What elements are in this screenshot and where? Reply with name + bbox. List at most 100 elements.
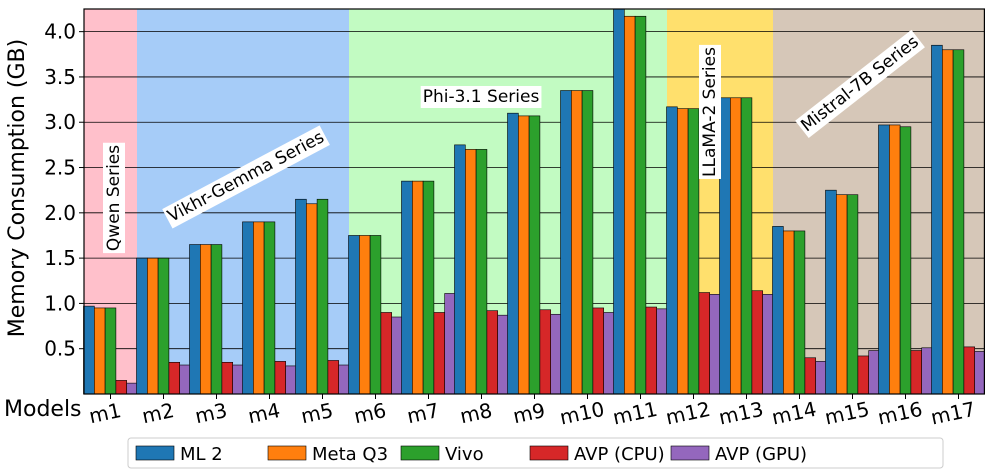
bar-m13-0 <box>719 97 731 395</box>
x-tick-label-16: m17 <box>929 397 978 430</box>
group-label-bg-2 <box>420 86 542 108</box>
bar-m17-1 <box>941 49 954 395</box>
x-tick-label-15: m16 <box>876 397 925 430</box>
bar-m15-4 <box>868 350 880 395</box>
bar-m3-1 <box>200 244 212 395</box>
bar-m14-0 <box>772 226 784 395</box>
y-tick-label-4: 2.5 <box>44 156 76 180</box>
group-label-0: Qwen Series <box>103 142 125 254</box>
x-tick-label-2: m3 <box>193 398 230 428</box>
bar-m10-3 <box>592 307 605 395</box>
bar-m15-2 <box>846 194 859 395</box>
bar-m6-4 <box>391 316 403 395</box>
bar-m6-3 <box>380 312 392 395</box>
bar-m11-1 <box>623 15 636 395</box>
bar-m12-0 <box>666 106 678 395</box>
bar-m9-0 <box>507 112 519 395</box>
bar-m16-2 <box>899 126 912 395</box>
group-label-text-2: Phi-3.1 Series <box>423 87 540 107</box>
bar-m1-3 <box>115 380 128 395</box>
x-tick-label-11: m12 <box>664 397 713 430</box>
bar-m7-2 <box>422 180 435 395</box>
x-tick-label-8: m9 <box>511 398 548 428</box>
bar-m15-0 <box>825 189 837 395</box>
bar-m7-3 <box>433 312 445 395</box>
bar-m3-2 <box>210 244 223 395</box>
bar-m7-1 <box>411 180 424 395</box>
bar-m1-0 <box>83 305 95 395</box>
bar-m3-0 <box>189 244 201 395</box>
group-label-text-0: Qwen Series <box>104 145 124 251</box>
y-tick-label-5: 3.0 <box>44 110 76 134</box>
legend-swatch-1 <box>267 445 307 461</box>
group-label-3: LLaMA-2 Series <box>699 44 721 179</box>
bar-m8-4 <box>497 314 509 395</box>
bar-m17-3 <box>963 346 976 395</box>
bar-m14-4 <box>815 361 827 395</box>
bar-m17-2 <box>952 49 965 395</box>
group-label-text-3: LLaMA-2 Series <box>700 47 720 177</box>
y-tick-label-2: 1.5 <box>44 246 76 270</box>
bar-m16-0 <box>878 124 890 395</box>
bar-m10-0 <box>560 90 572 395</box>
bar-m8-2 <box>475 149 488 395</box>
legend-label-2: Vivo <box>445 444 484 465</box>
group-label-bg-3 <box>699 44 721 179</box>
bar-m9-1 <box>517 115 530 395</box>
bar-m5-4 <box>338 364 350 395</box>
x-tick-label-14: m15 <box>823 397 872 430</box>
bar-m8-0 <box>454 144 466 395</box>
bar-m2-1 <box>147 257 159 395</box>
x-tick-label-5: m6 <box>352 398 389 428</box>
bar-m5-3 <box>327 360 339 395</box>
y-tick-label-1: 1.0 <box>44 291 76 315</box>
legend-swatch-4 <box>670 445 710 461</box>
bar-m2-2 <box>157 257 170 395</box>
bar-m14-2 <box>793 230 806 395</box>
bar-m4-1 <box>253 221 265 395</box>
x-tick-label-7: m8 <box>458 398 495 428</box>
bar-m9-3 <box>539 309 552 395</box>
bar-m10-2 <box>581 90 594 395</box>
bar-m4-3 <box>274 361 286 395</box>
bar-m6-0 <box>348 235 360 395</box>
bar-m14-1 <box>782 230 795 395</box>
y-tick-label-0: 0.5 <box>44 337 76 361</box>
legend-swatch-2 <box>400 445 440 461</box>
legend-swatch-3 <box>529 445 569 461</box>
bar-m14-3 <box>804 357 817 395</box>
bar-m12-2 <box>687 108 700 395</box>
legend-label-4: AVP (GPU) <box>715 444 807 465</box>
bar-m11-0 <box>613 8 625 395</box>
bar-m13-4 <box>762 294 774 395</box>
bar-m3-3 <box>221 361 233 395</box>
group-label-2: Phi-3.1 Series <box>420 86 542 108</box>
group-label-bg-1 <box>162 125 330 229</box>
bar-m6-1 <box>358 235 371 395</box>
bar-m13-1 <box>729 97 742 395</box>
bar-m15-3 <box>857 355 870 395</box>
bar-m9-2 <box>528 115 541 395</box>
y-tick-label-7: 4.0 <box>44 20 76 44</box>
bar-m4-4 <box>285 365 297 395</box>
group-label-bg-0 <box>103 142 125 254</box>
bar-m2-3 <box>168 361 180 395</box>
bar-m11-4 <box>656 308 668 395</box>
legend: ML 2 Meta Q3 Vivo AVP (CPU) AVP (GPU) <box>127 437 944 469</box>
bar-m1-2 <box>104 307 117 395</box>
bar-m10-1 <box>570 90 583 395</box>
bar-m9-4 <box>550 313 562 395</box>
legend-label-0: ML 2 <box>180 444 223 465</box>
bar-m13-2 <box>740 97 753 395</box>
bar-m7-0 <box>401 180 413 395</box>
bar-m6-2 <box>369 235 382 395</box>
x-axis-ticks: m1 m2 m3 m4 m5 m6 m7 m8 m9 m10 m11 m12 m13 m14 m15 m16 m… <box>87 394 978 430</box>
bar-m8-3 <box>486 310 498 395</box>
bar-m17-4 <box>974 351 985 395</box>
bar-m7-4 <box>444 293 456 395</box>
bar-m17-0 <box>931 44 943 395</box>
bar-m11-2 <box>634 15 647 395</box>
bar-m2-0 <box>136 257 148 395</box>
bar-m13-3 <box>751 290 764 395</box>
